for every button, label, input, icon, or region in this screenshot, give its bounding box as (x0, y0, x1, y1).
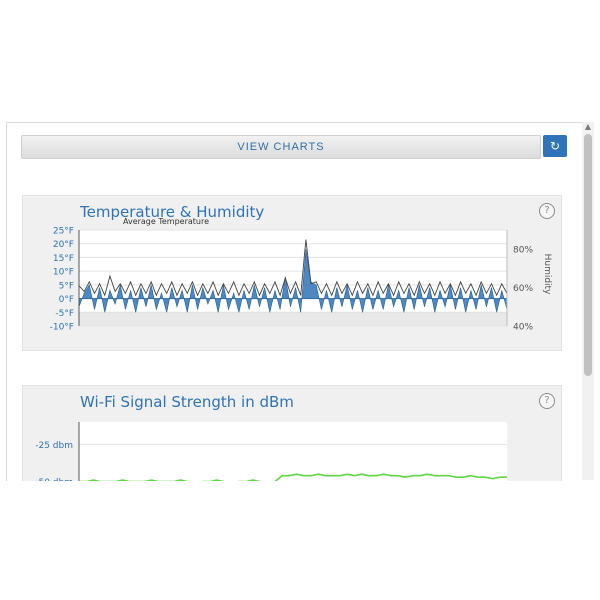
gridlines (79, 443, 507, 445)
y-tick-label: 25°F (53, 227, 74, 237)
panel-title: Wi-Fi Signal Strength in dBm (80, 393, 294, 411)
temperature-humidity-chart: Average Temperature 25°F 20°F 15°F 10°F 5°F 0… (50, 218, 552, 333)
humidity-line (78, 239, 508, 297)
signal-line (79, 473, 507, 481)
y-tick-label: -25 dbm (35, 441, 73, 451)
temperature-area (78, 249, 508, 313)
help-icon[interactable]: ? (539, 203, 555, 219)
scrollbar-thumb[interactable] (584, 134, 592, 376)
y-tick-label: 5°F (59, 281, 74, 291)
help-icon[interactable]: ? (539, 393, 555, 409)
y2-axis-ticks: 80% 60% 40% (513, 246, 533, 333)
view-charts-bar[interactable]: VIEW CHARTS (21, 135, 541, 159)
wifi-signal-panel: Wi-Fi Signal Strength in dBm ? -25 dbm -5… (22, 385, 562, 481)
y-tick-label: 15°F (53, 254, 74, 264)
y-tick-label: -50 dbm (35, 478, 73, 481)
y2-tick-label: 80% (513, 246, 533, 256)
y-axis-ticks: 25°F 20°F 15°F 10°F 5°F 0°F -5°F -10°F (50, 227, 74, 333)
vertical-scrollbar[interactable]: ▲ (582, 122, 594, 480)
temperature-humidity-panel: Temperature & Humidity ? Average Tempera… (22, 195, 562, 351)
gridlines (79, 229, 507, 327)
plot-area (79, 422, 507, 481)
y-tick-label: 20°F (53, 240, 74, 250)
refresh-icon: ↻ (549, 139, 561, 153)
chart-title: Average Temperature (123, 218, 209, 226)
y-axis-ticks: -25 dbm -50 dbm (35, 441, 73, 481)
y2-tick-label: 60% (513, 284, 533, 294)
lower-band (79, 312, 507, 326)
charts-window: VIEW CHARTS ↻ Temperature & Humidity ? A… (6, 122, 583, 481)
y2-axis-label: Humidity (542, 254, 552, 295)
y-tick-label: -5°F (55, 309, 74, 319)
scroll-up-arrow-icon[interactable]: ▲ (584, 122, 592, 131)
y-tick-label: -10°F (50, 323, 74, 333)
y2-tick-label: 40% (513, 323, 533, 333)
refresh-button[interactable]: ↻ (543, 135, 567, 157)
panel-title: Temperature & Humidity (80, 203, 265, 221)
wifi-signal-chart: -25 dbm -50 dbm (35, 422, 507, 481)
y-tick-label: 10°F (53, 268, 74, 278)
plot-area (79, 230, 507, 326)
y-tick-label: 0°F (59, 295, 74, 305)
view-charts-title: VIEW CHARTS (237, 141, 325, 153)
